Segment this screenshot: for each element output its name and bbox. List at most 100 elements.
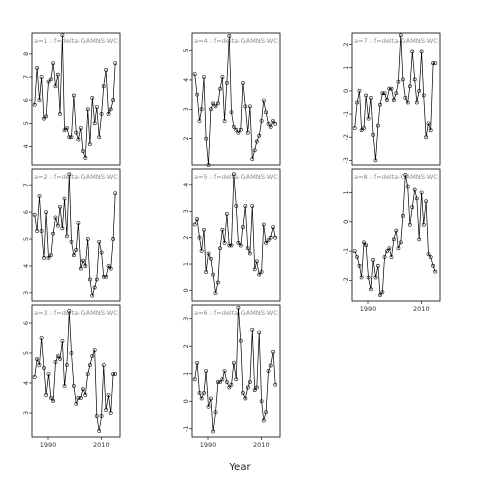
data-point: [108, 107, 113, 112]
data-point: [215, 380, 220, 384]
data-point: [238, 127, 243, 132]
data-point: [396, 246, 401, 251]
data-point: [58, 357, 62, 361]
data-point: [357, 263, 362, 268]
data-point: [76, 221, 81, 225]
data-point: [245, 246, 250, 251]
data-point: [83, 264, 88, 268]
data-point: [85, 372, 90, 376]
data-point: [371, 258, 375, 262]
data-point: [417, 89, 422, 93]
data-point: [76, 396, 81, 400]
data-point: [268, 363, 273, 368]
data-point: [373, 275, 378, 280]
data-point: [46, 372, 51, 376]
data-point: [195, 217, 199, 222]
data-point: [81, 149, 85, 153]
data-point: [60, 226, 65, 231]
series-line: [354, 174, 436, 296]
x-tick-label: 1990: [40, 441, 57, 449]
data-point: [111, 372, 115, 376]
data-point: [227, 385, 232, 390]
data-point: [359, 275, 364, 280]
data-point: [371, 133, 375, 137]
data-point: [65, 363, 69, 367]
data-point: [197, 391, 202, 395]
data-point: [44, 210, 49, 214]
data-point: [113, 372, 118, 376]
data-point: [250, 157, 255, 162]
data-point: [44, 114, 49, 119]
data-point: [101, 274, 106, 279]
data-point: [108, 411, 113, 415]
data-point: [85, 107, 90, 112]
y-tick-label: 3: [182, 317, 190, 321]
data-point: [352, 249, 357, 254]
panel-2: a=2 : f=delta-GAMNS-WC 3 4 5 6 7: [22, 168, 121, 302]
data-point: [266, 122, 271, 126]
data-point: [65, 234, 69, 239]
data-point: [92, 121, 97, 126]
panel-6: a=6 : f=delta-GAMNS-WC -1 0 1 2 3 1990 2010: [182, 304, 281, 449]
data-point: [410, 205, 415, 210]
data-point: [245, 130, 250, 135]
data-point: [238, 338, 243, 343]
y-tick-label: 3: [22, 291, 30, 295]
data-point: [236, 130, 241, 135]
y-tick-label: 8: [22, 52, 30, 56]
data-point: [195, 92, 199, 97]
data-point: [231, 360, 236, 365]
data-point: [204, 136, 209, 141]
data-point: [90, 293, 95, 298]
y-tick-label: -2: [342, 277, 350, 283]
data-point: [264, 110, 269, 115]
y-tick-label: 0: [182, 399, 190, 403]
data-point: [273, 382, 278, 387]
data-point: [87, 142, 92, 147]
data-point: [69, 135, 74, 140]
y-tick-label: 6: [22, 98, 30, 102]
data-point: [398, 33, 403, 38]
panel-frame: [31, 304, 121, 438]
data-point: [215, 280, 220, 285]
data-point: [218, 246, 222, 251]
data-point: [391, 237, 396, 242]
data-point: [104, 274, 109, 279]
panels-layer: a=1 : f=delta-GAMNS-WC 4 5 6 7 8 a=2 : f=delta…: [22, 32, 441, 449]
x-tick-label: 1990: [200, 441, 217, 449]
data-point: [78, 266, 83, 271]
data-point: [55, 223, 60, 228]
data-point: [37, 194, 42, 198]
data-point: [78, 126, 83, 130]
data-point: [231, 172, 236, 177]
data-point: [35, 357, 39, 361]
data-point: [211, 429, 215, 434]
data-point: [99, 250, 104, 255]
data-point: [382, 91, 387, 96]
data-point: [247, 104, 252, 109]
data-point: [94, 277, 99, 282]
data-point: [204, 270, 209, 274]
data-point: [215, 101, 220, 106]
data-point: [197, 119, 202, 123]
panel-4: a=4 : f=delta-GAMNS-WC 2 3 4 5: [182, 32, 281, 167]
data-point: [369, 287, 373, 292]
data-point: [104, 68, 109, 72]
data-point: [213, 104, 218, 109]
data-point: [87, 277, 92, 282]
series-line: [34, 310, 116, 432]
data-point: [389, 86, 394, 91]
data-point: [266, 369, 271, 373]
data-point: [380, 91, 385, 96]
data-point: [271, 119, 275, 123]
data-point: [234, 127, 239, 132]
y-tick-label: 3: [182, 107, 190, 111]
data-point: [241, 225, 245, 229]
data-point: [32, 102, 37, 107]
data-point: [394, 228, 399, 233]
data-point: [202, 227, 206, 232]
y-tick-label: 1: [342, 190, 350, 194]
data-point: [407, 222, 412, 227]
data-point: [69, 239, 74, 244]
data-point: [106, 112, 111, 116]
